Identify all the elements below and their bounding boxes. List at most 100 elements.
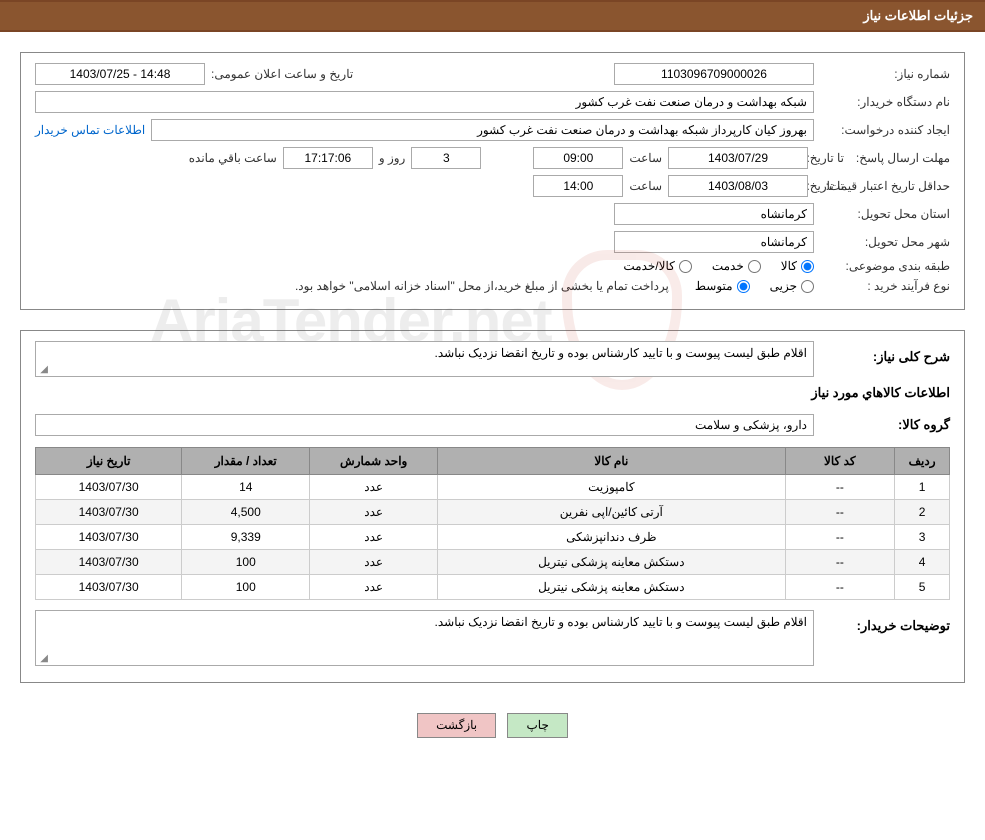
radio-goods-service-label: کالا/خدمت <box>623 259 674 273</box>
cell-date: 1403/07/30 <box>36 500 182 525</box>
cell-name: دستکش معاینه پزشکی نیتریل <box>438 575 785 600</box>
cell-qty: 14 <box>182 475 310 500</box>
goods-info-title: اطلاعات كالاهاي مورد نياز <box>35 385 950 401</box>
th-row: ردیف <box>895 448 950 475</box>
cell-name: دستکش معاینه پزشکی نیتریل <box>438 550 785 575</box>
cell-n: 3 <box>895 525 950 550</box>
table-row: 3--ظرف دندانپزشکیعدد9,3391403/07/30 <box>36 525 950 550</box>
countdown-time: 17:17:06 <box>283 147 373 169</box>
radio-service[interactable] <box>748 260 761 273</box>
buyer-org-value: شبکه بهداشت و درمان صنعت نفت غرب کشور <box>35 91 814 113</box>
cell-date: 1403/07/30 <box>36 525 182 550</box>
cell-code: -- <box>785 525 895 550</box>
cell-unit: عدد <box>310 575 438 600</box>
th-qty: تعداد / مقدار <box>182 448 310 475</box>
cell-name: آرتی کائین/اپی نفرین <box>438 500 785 525</box>
cell-date: 1403/07/30 <box>36 550 182 575</box>
radio-partial-label: جزیی <box>770 279 797 293</box>
province-value: کرمانشاه <box>614 203 814 225</box>
cell-unit: عدد <box>310 525 438 550</box>
cell-n: 1 <box>895 475 950 500</box>
table-row: 2--آرتی کائین/اپی نفرینعدد4,5001403/07/3… <box>36 500 950 525</box>
validity-time: 14:00 <box>533 175 623 197</box>
process-note: پرداخت تمام یا بخشی از مبلغ خرید،از محل … <box>295 279 669 293</box>
city-value: کرمانشاه <box>614 231 814 253</box>
table-row: 1--کامپوزیتعدد141403/07/30 <box>36 475 950 500</box>
buyer-notes-textarea[interactable]: اقلام طبق لیست پیوست و با تایید کارشناس … <box>35 610 814 666</box>
cell-code: -- <box>785 575 895 600</box>
th-unit: واحد شمارش <box>310 448 438 475</box>
need-number-value: 1103096709000026 <box>614 63 814 85</box>
to-date-label-2: تا تاریخ: <box>814 179 844 193</box>
details-panel: شرح کلی نیاز: اقلام طبق لیست پیوست و با … <box>20 330 965 683</box>
days-and-label: روز و <box>379 151 406 165</box>
radio-goods[interactable] <box>801 260 814 273</box>
buyer-notes-label: توضیحات خریدار: <box>820 618 950 634</box>
deadline-date: 1403/07/29 <box>668 147 808 169</box>
radio-service-label: خدمت <box>712 259 744 273</box>
page-title: جزئیات اطلاعات نیاز <box>863 8 973 23</box>
radio-medium[interactable] <box>737 280 750 293</box>
cell-unit: عدد <box>310 475 438 500</box>
resize-icon[interactable]: ◢ <box>38 364 48 374</box>
desc-textarea[interactable]: اقلام طبق لیست پیوست و با تایید کارشناس … <box>35 341 814 377</box>
cell-qty: 4,500 <box>182 500 310 525</box>
province-label: استان محل تحویل: <box>820 207 950 221</box>
th-code: کد کالا <box>785 448 895 475</box>
cell-n: 5 <box>895 575 950 600</box>
category-label: طبقه بندی موضوعی: <box>820 259 950 273</box>
radio-goods-label: کالا <box>781 259 797 273</box>
cell-n: 4 <box>895 550 950 575</box>
desc-title: شرح کلی نیاز: <box>820 349 950 365</box>
category-radio-group: کالا خدمت کالا/خدمت <box>623 259 814 273</box>
th-date: تاریخ نیاز <box>36 448 182 475</box>
requester-value: بهروز کیان کارپرداز شبکه بهداشت و درمان … <box>151 119 814 141</box>
city-label: شهر محل تحویل: <box>820 235 950 249</box>
radio-partial[interactable] <box>801 280 814 293</box>
back-button[interactable]: بازگشت <box>417 713 496 738</box>
resize-icon[interactable]: ◢ <box>38 653 48 663</box>
contact-link[interactable]: اطلاعات تماس خریدار <box>35 123 145 137</box>
cell-name: ظرف دندانپزشکی <box>438 525 785 550</box>
cell-date: 1403/07/30 <box>36 575 182 600</box>
days-remaining: 3 <box>411 147 481 169</box>
requester-label: ایجاد کننده درخواست: <box>820 123 950 137</box>
print-button[interactable]: چاپ <box>507 713 567 738</box>
button-bar: چاپ بازگشت <box>0 703 985 748</box>
to-date-label-1: تا تاریخ: <box>814 151 844 165</box>
table-row: 5--دستکش معاینه پزشکی نیتریلعدد1001403/0… <box>36 575 950 600</box>
radio-medium-label: متوسط <box>695 279 733 293</box>
page-title-bar: جزئیات اطلاعات نیاز <box>0 0 985 32</box>
buyer-org-label: نام دستگاه خریدار: <box>820 95 950 109</box>
announce-value: 14:48 - 1403/07/25 <box>35 63 205 85</box>
group-value: دارو، پزشکی و سلامت <box>35 414 814 436</box>
cell-n: 2 <box>895 500 950 525</box>
deadline-time: 09:00 <box>533 147 623 169</box>
remaining-label: ساعت باقي مانده <box>189 151 277 165</box>
cell-qty: 100 <box>182 575 310 600</box>
validity-label: حداقل تاریخ اعتبار قیمت: <box>850 178 950 193</box>
need-number-label: شماره نیاز: <box>820 67 950 81</box>
process-radio-group: جزیی متوسط <box>695 279 814 293</box>
group-label: گروه کالا: <box>820 417 950 433</box>
cell-code: -- <box>785 500 895 525</box>
deadline-label: مهلت ارسال پاسخ: <box>850 151 950 165</box>
th-name: نام کالا <box>438 448 785 475</box>
validity-date: 1403/08/03 <box>668 175 808 197</box>
cell-qty: 9,339 <box>182 525 310 550</box>
time-label-1: ساعت <box>629 151 662 165</box>
cell-date: 1403/07/30 <box>36 475 182 500</box>
cell-code: -- <box>785 475 895 500</box>
buyer-notes-text: اقلام طبق لیست پیوست و با تایید کارشناس … <box>435 615 807 629</box>
cell-unit: عدد <box>310 500 438 525</box>
main-panel: شماره نیاز: 1103096709000026 تاریخ و ساع… <box>20 52 965 310</box>
goods-table: ردیف کد کالا نام کالا واحد شمارش تعداد /… <box>35 447 950 600</box>
cell-name: کامپوزیت <box>438 475 785 500</box>
radio-goods-service[interactable] <box>679 260 692 273</box>
cell-unit: عدد <box>310 550 438 575</box>
cell-qty: 100 <box>182 550 310 575</box>
desc-text: اقلام طبق لیست پیوست و با تایید کارشناس … <box>435 346 807 360</box>
process-label: نوع فرآیند خرید : <box>820 279 950 293</box>
table-row: 4--دستکش معاینه پزشکی نیتریلعدد1001403/0… <box>36 550 950 575</box>
time-label-2: ساعت <box>629 179 662 193</box>
